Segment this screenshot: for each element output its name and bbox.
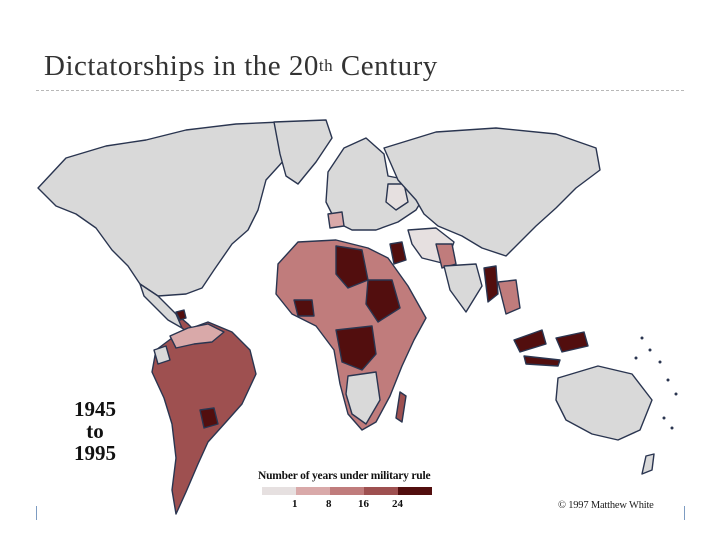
region-southern-africa — [345, 371, 381, 425]
pacific-islands — [634, 336, 678, 430]
region-greenland — [273, 119, 333, 185]
period-to: to — [86, 419, 104, 443]
region-se-asia — [497, 279, 521, 315]
region-iraq — [389, 241, 407, 265]
region-indonesia-2 — [555, 331, 589, 353]
legend-swatch-1 — [296, 487, 330, 495]
region-guatemala — [175, 309, 187, 321]
region-burma — [483, 265, 499, 303]
region-pakistan — [435, 243, 457, 269]
region-australia — [555, 365, 653, 441]
world-map — [37, 119, 678, 515]
legend-color-scale — [262, 487, 458, 495]
title-divider — [36, 90, 684, 91]
legend-swatch-4 — [398, 487, 432, 495]
legend-title: Number of years under military rule — [258, 470, 431, 482]
region-russia-asia — [383, 127, 601, 257]
slide-corner-mark-right — [684, 506, 685, 520]
period-label: 1945 to 1995 — [66, 398, 124, 464]
title-end: Century — [333, 50, 438, 82]
period-end: 1995 — [74, 441, 116, 465]
region-west-africa-dark — [293, 299, 315, 317]
period-start: 1945 — [74, 397, 116, 421]
region-libya — [335, 245, 369, 289]
legend-swatch-0 — [262, 487, 296, 495]
legend-tick-8: 8 — [326, 498, 332, 510]
region-sudan — [365, 279, 401, 323]
region-colombia-venezuela — [169, 323, 225, 349]
legend-tick-16: 16 — [358, 498, 369, 510]
legend-tick-24: 24 — [392, 498, 403, 510]
legend-ticks: 1 8 16 24 — [262, 495, 458, 511]
legend-tick-1: 1 — [292, 498, 298, 510]
region-paraguay — [199, 407, 219, 429]
copyright-notice: © 1997 Matthew White — [558, 500, 654, 511]
region-ecuador — [153, 345, 171, 365]
title-superscript: th — [318, 56, 334, 75]
region-new-zealand — [641, 453, 655, 475]
slide-corner-mark-left — [36, 506, 37, 520]
region-madagascar — [395, 391, 407, 423]
map-legend: Number of years under military rule 1 8 … — [258, 470, 458, 511]
title-main: Dictatorships in the 20 — [44, 50, 319, 82]
legend-swatch-3 — [364, 487, 398, 495]
region-iberia — [327, 211, 345, 229]
region-central-africa — [335, 325, 377, 371]
legend-swatch-2 — [330, 487, 364, 495]
region-indonesia-3 — [523, 355, 561, 367]
region-north-america — [37, 121, 299, 297]
slide-title: Dictatorships in the 20th Century — [44, 50, 438, 83]
region-india — [443, 263, 483, 313]
region-indonesia-1 — [513, 329, 547, 353]
